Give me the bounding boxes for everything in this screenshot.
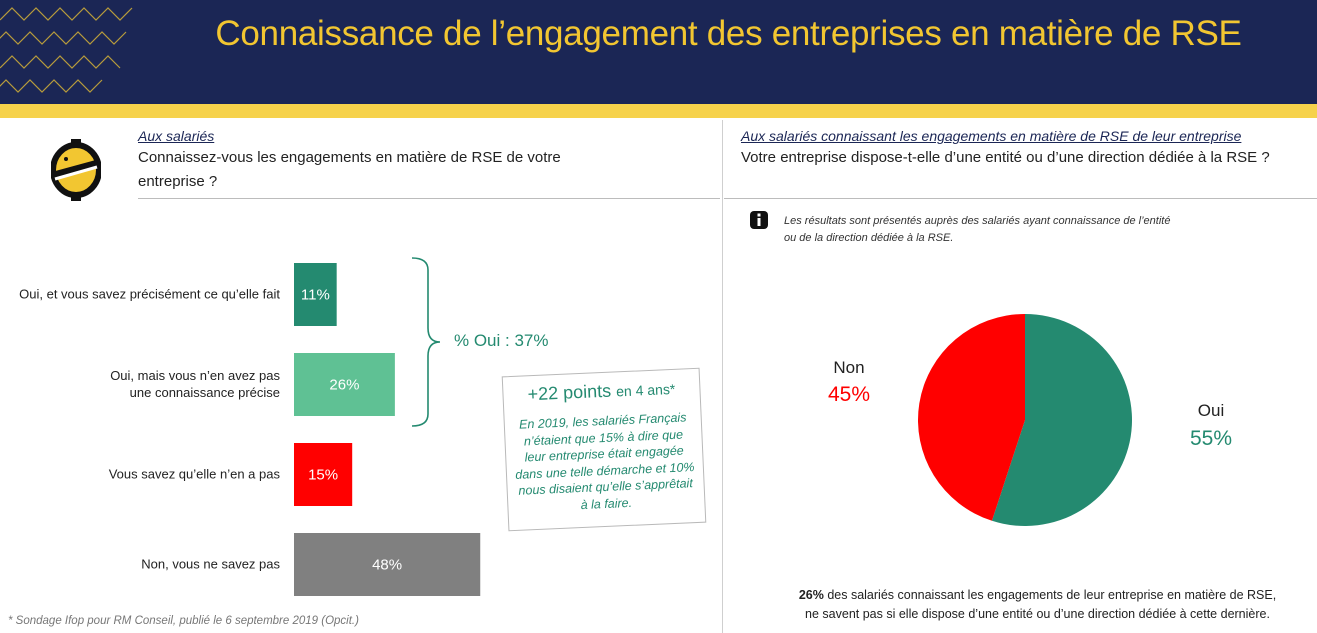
summary-note: 26% des salariés connaissant les engagem…	[760, 586, 1315, 624]
header-banner: Connaissance de l’engagement des entrepr…	[0, 0, 1317, 104]
bar-value-label-2: 26%	[329, 377, 359, 394]
bar-value-label-3: 15%	[308, 467, 338, 484]
left-question-line1: Connaissez-vous les engagements en matiè…	[138, 149, 561, 166]
bar-category-label-1: Oui, et vous savez précisément ce qu’ell…	[19, 287, 280, 302]
bar-4	[294, 533, 481, 596]
pie-slice-non	[918, 314, 1025, 521]
rse-entity-pie-chart	[918, 314, 1132, 526]
info-icon	[750, 211, 768, 229]
source-footnote: * Sondage Ifop pour RM Conseil, publié l…	[8, 615, 359, 627]
note-title: +22 points en 4 ans*	[503, 377, 700, 407]
left-question-rule	[138, 198, 720, 199]
left-audience-label: Aux salariés	[138, 128, 215, 144]
right-question: Votre entreprise dispose-t-elle d’une en…	[741, 149, 1270, 166]
bar-3	[294, 443, 353, 506]
bar-category-label-2-line1: Oui, mais vous n’en avez pas	[110, 368, 280, 383]
info-note-line2: ou de la direction dédiée à la RSE.	[784, 232, 954, 244]
left-question-line2: entreprise ?	[138, 173, 218, 190]
page-title: Connaissance de l’engagement des entrepr…	[215, 14, 1242, 53]
right-question-rule	[724, 198, 1317, 199]
note-body: En 2019, les salariés Français n’étaient…	[515, 410, 695, 512]
note-title-small: en 4 ans*	[615, 380, 676, 400]
summary-bold: 26%	[798, 588, 824, 602]
bar-2	[294, 353, 395, 416]
brace-icon	[411, 257, 441, 427]
bar-category-label-3: Vous savez qu’elle n’en a pas	[109, 467, 281, 482]
pie-value-non: 45%	[827, 383, 871, 406]
bar-category-label-2-line2: une connaissance précise	[130, 385, 280, 400]
bar-value-label-4: 48%	[372, 557, 402, 574]
pie-value-oui: 55%	[1189, 427, 1233, 450]
panel-divider	[722, 120, 723, 633]
summary-line2: ne savent pas si elle dispose d’une enti…	[805, 607, 1270, 621]
info-note-line1: Les résultats sont présentés auprès des …	[784, 215, 1171, 227]
knowledge-bar-chart: 11% Oui, et vous savez précisément ce qu’…	[19, 263, 481, 596]
info-note: Les résultats sont présentés auprès des …	[784, 213, 1224, 247]
trend-note-box: +22 points en 4 ans* En 2019, les salari…	[501, 367, 707, 532]
header-stripe	[0, 104, 1317, 118]
right-audience-label: Aux salariés connaissant les engagements…	[741, 128, 1242, 144]
pie-label-oui: Oui	[1197, 401, 1225, 420]
logo-icon	[51, 139, 101, 201]
pie-slice-oui	[991, 314, 1132, 526]
pie-label-non: Non	[833, 358, 865, 377]
note-title-big: +22 points	[527, 380, 617, 405]
summary-line1: des salariés connaissant les engagements…	[823, 588, 1277, 602]
bar-category-label-4: Non, vous ne savez pas	[141, 557, 280, 572]
bar-1	[294, 263, 337, 326]
brace-label: % Oui : 37%	[454, 331, 549, 350]
decorative-pattern-icon	[0, 7, 133, 93]
bar-value-label-1: 11%	[301, 287, 330, 304]
